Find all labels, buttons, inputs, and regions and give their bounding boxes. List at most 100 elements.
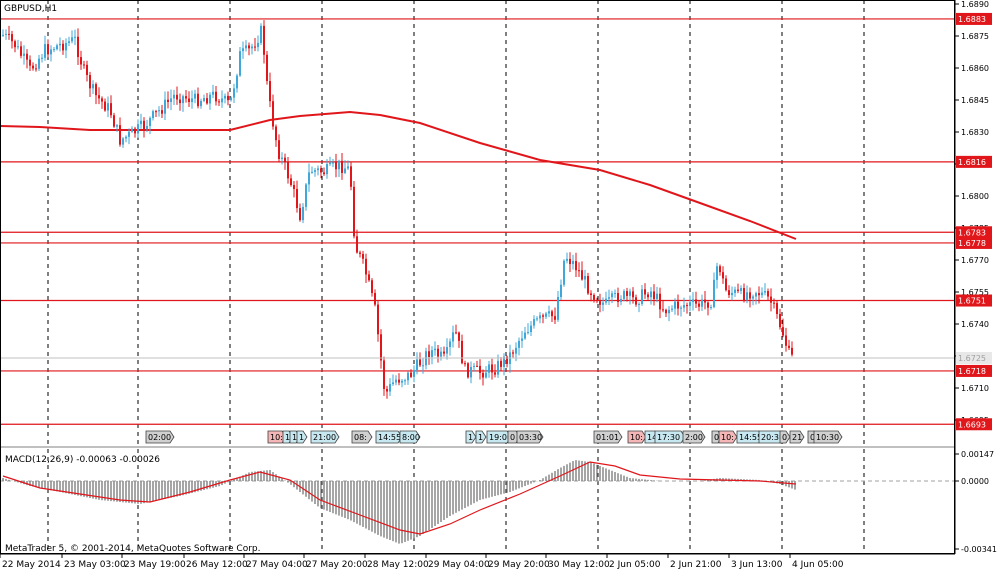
bull-candle <box>764 291 766 293</box>
event-marker[interactable]: 2:00 <box>682 430 706 444</box>
bear-candle <box>113 115 115 127</box>
bull-candle <box>431 350 433 357</box>
bull-candle <box>746 292 748 301</box>
bear-candle <box>707 302 709 308</box>
time-label: 29 May 20:00 <box>488 560 550 570</box>
time-label: 27 May 20:00 <box>306 560 368 570</box>
event-marker-tag <box>789 430 805 444</box>
event-marker[interactable]: 03:30 <box>516 430 544 444</box>
event-marker[interactable]: 21:00 <box>310 430 340 444</box>
bull-candle <box>629 291 631 296</box>
price-chart-panel[interactable]: GBPUSD,H1 02:00 10: 1 1 1 21:00 08: 14:55 8:00 1 1… <box>0 0 955 445</box>
bear-candle <box>167 99 169 102</box>
bear-candle <box>758 293 760 296</box>
bear-candle <box>371 280 373 294</box>
event-marker[interactable]: 01:01 <box>593 430 623 444</box>
bull-candle <box>302 206 304 221</box>
bear-candle <box>494 372 496 375</box>
bear-candle <box>86 64 88 76</box>
bull-candle <box>122 138 124 145</box>
price-chart-background[interactable] <box>0 0 955 445</box>
bull-candle <box>152 111 154 119</box>
bear-candle <box>659 293 661 310</box>
event-marker[interactable]: 10: <box>627 430 647 444</box>
bull-candle <box>257 42 259 48</box>
event-marker[interactable]: 10: <box>718 430 738 444</box>
bear-candle <box>248 45 250 49</box>
bear-candle <box>374 293 376 305</box>
event-marker[interactable]: 21 <box>789 430 805 444</box>
bear-candle <box>500 360 502 367</box>
bear-candle <box>419 359 421 366</box>
time-label: 3 Jun 13:00 <box>731 560 783 570</box>
bull-candle <box>281 157 283 159</box>
copyright-text: MetaTrader 5, © 2001-2014, MetaQuotes So… <box>5 544 261 554</box>
event-marker[interactable]: 8:00 <box>399 430 421 444</box>
bear-candle <box>776 303 778 314</box>
macd-tick-label: 0.00147 <box>961 450 994 459</box>
macd-panel[interactable]: MACD(12,26,9) -0.00063 -0.00026 MetaTrad… <box>0 449 955 554</box>
bull-candle <box>524 332 526 339</box>
bear-candle <box>32 65 34 69</box>
bull-candle <box>200 100 202 107</box>
bull-candle <box>401 380 403 383</box>
bull-candle <box>668 309 670 314</box>
bear-candle <box>554 316 556 320</box>
bear-candle <box>269 81 271 102</box>
event-marker[interactable]: 10:30 <box>813 430 843 444</box>
bear-candle <box>383 360 385 389</box>
event-marker[interactable]: 17:30 <box>654 430 686 444</box>
moving-average-line <box>0 110 797 240</box>
bull-candle <box>470 366 472 378</box>
bear-candle <box>365 258 367 275</box>
bear-candle <box>206 98 208 104</box>
bull-candle <box>641 289 643 304</box>
event-marker-label: 14: <box>647 433 660 442</box>
time-label: 2 Jun 21:00 <box>670 560 722 570</box>
bull-candle <box>224 95 226 99</box>
event-marker-label: 02:00 <box>148 433 171 442</box>
bear-candle <box>662 309 664 311</box>
bull-candle <box>149 118 151 127</box>
bull-candle <box>125 136 127 139</box>
bull-candle <box>251 46 253 49</box>
bull-candle <box>308 172 310 185</box>
event-marker[interactable]: 02:00 <box>145 430 175 444</box>
bear-candle <box>482 372 484 378</box>
bull-candle <box>755 293 757 297</box>
bull-candle <box>545 313 547 317</box>
time-label: 29 May 04:00 <box>428 560 490 570</box>
price-axis[interactable]: 1.68901.68751.68601.68451.68301.68151.68… <box>955 0 992 431</box>
bear-candle <box>341 160 343 173</box>
bull-candle <box>242 48 244 52</box>
event-marker[interactable]: 1 <box>296 430 308 444</box>
bull-candle <box>452 332 454 342</box>
bear-candle <box>80 57 82 65</box>
bull-candle <box>416 359 418 370</box>
event-marker-tag <box>627 430 647 444</box>
bear-candle <box>725 278 727 291</box>
event-marker[interactable]: 14:55 <box>375 430 403 444</box>
event-marker[interactable]: 1 <box>465 430 477 444</box>
event-marker-label: 1 <box>478 433 483 442</box>
event-marker[interactable]: 08: <box>351 430 373 444</box>
bull-candle <box>407 372 409 381</box>
bull-candle <box>557 297 559 320</box>
bear-candle <box>578 270 580 272</box>
bull-candle <box>326 164 328 175</box>
bear-candle <box>635 297 637 305</box>
macd-axis[interactable]: 0.00147 0.0000 -0.00341 <box>955 450 997 554</box>
bear-candle <box>476 365 478 367</box>
bear-candle <box>290 178 292 186</box>
event-marker[interactable]: 1 <box>475 430 487 444</box>
event-marker-label: 1 <box>468 433 473 442</box>
bull-candle <box>521 338 523 341</box>
bull-candle <box>194 93 196 99</box>
event-marker-tag <box>399 430 421 444</box>
price-tick-label: 1.6710 <box>961 384 989 393</box>
event-marker[interactable]: 0 <box>779 430 791 444</box>
bull-candle <box>752 296 754 299</box>
bull-candle <box>203 98 205 101</box>
bear-candle <box>47 44 49 55</box>
